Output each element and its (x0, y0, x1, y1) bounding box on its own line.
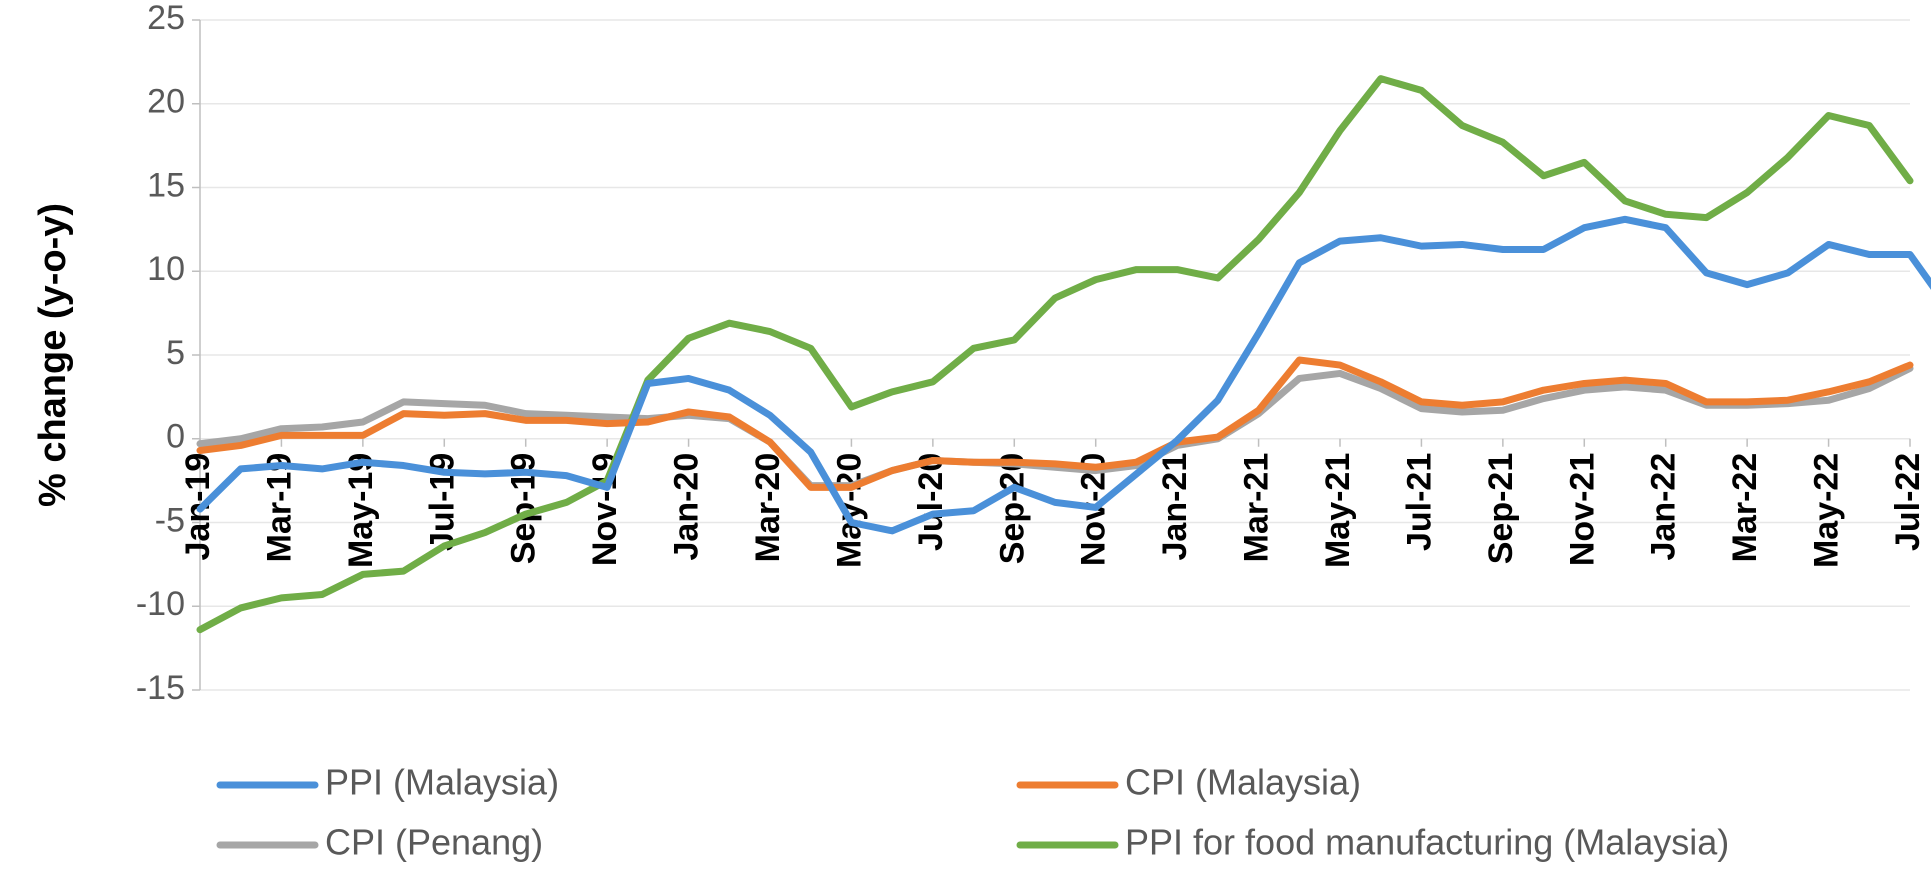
y-tick-label: 15 (147, 166, 185, 204)
y-tick-label: 20 (147, 83, 185, 121)
legend-label: CPI (Malaysia) (1125, 762, 1361, 803)
x-tick-label: Mar-21 (1238, 453, 1276, 563)
y-tick-label: 5 (166, 334, 185, 372)
y-tick-label: 10 (147, 250, 185, 288)
legend-label: PPI for food manufacturing (Malaysia) (1125, 822, 1729, 863)
x-tick-label: May-20 (830, 453, 868, 568)
x-tick-label: Sep-21 (1482, 453, 1520, 565)
x-tick-label: May-22 (1808, 453, 1846, 568)
y-tick-label: -10 (136, 585, 185, 623)
legend-label: CPI (Penang) (325, 822, 543, 863)
x-tick-label: Nov-19 (586, 453, 624, 566)
x-tick-label: Mar-20 (749, 453, 787, 563)
x-tick-label: Jul-21 (1400, 453, 1438, 551)
x-tick-label: May-21 (1319, 453, 1357, 568)
y-tick-label: -15 (136, 669, 185, 707)
chart-container: -15-10-50510152025Jan-19Mar-19May-19Jul-… (0, 0, 1931, 874)
line-chart: -15-10-50510152025Jan-19Mar-19May-19Jul-… (0, 0, 1931, 874)
y-tick-label: 25 (147, 0, 185, 37)
x-tick-label: Jan-20 (668, 453, 706, 561)
x-tick-label: May-19 (342, 453, 380, 568)
x-tick-label: Jul-22 (1889, 453, 1927, 551)
x-tick-label: Jan-22 (1645, 453, 1683, 561)
x-tick-label: Sep-20 (993, 453, 1031, 565)
x-tick-label: Jan-21 (1156, 453, 1194, 561)
y-axis-label: % change (y-o-y) (32, 203, 74, 507)
x-tick-label: Nov-21 (1563, 453, 1601, 566)
y-tick-label: 0 (166, 418, 185, 456)
x-tick-label: Mar-22 (1726, 453, 1764, 563)
legend-label: PPI (Malaysia) (325, 762, 559, 803)
